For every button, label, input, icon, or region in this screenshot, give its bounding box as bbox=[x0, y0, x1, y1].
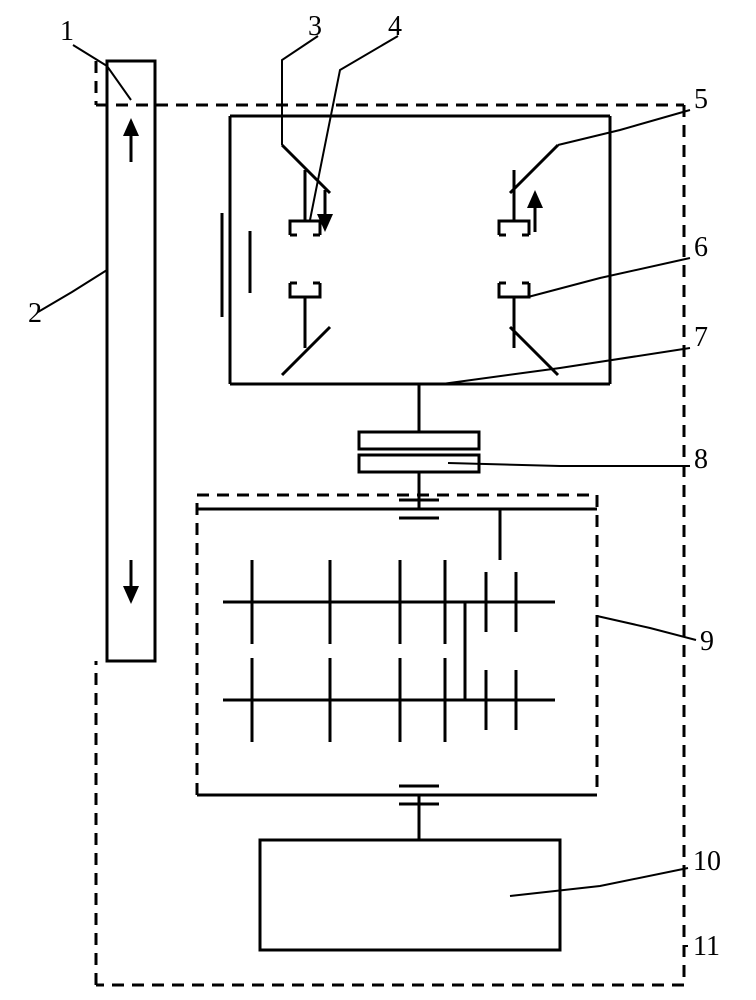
disc-upper bbox=[359, 432, 479, 449]
leader-c4 bbox=[310, 36, 398, 220]
label-c8: 8 bbox=[694, 444, 708, 475]
label-c10: 10 bbox=[693, 846, 721, 877]
leader-c2 bbox=[38, 270, 107, 312]
label-c6: 6 bbox=[694, 232, 708, 263]
leader-c10 bbox=[510, 868, 688, 896]
label-c5: 5 bbox=[694, 84, 708, 115]
bevel-tr bbox=[510, 145, 558, 193]
leader-c7 bbox=[442, 348, 690, 384]
label-c3: 3 bbox=[308, 11, 322, 42]
inner-dashed bbox=[197, 495, 597, 795]
leader-c3 bbox=[282, 36, 318, 145]
label-c2: 2 bbox=[28, 298, 42, 329]
label-c11: 11 bbox=[693, 931, 720, 962]
label-c9: 9 bbox=[700, 626, 714, 657]
label-c7: 7 bbox=[694, 322, 708, 353]
bevel-br bbox=[510, 327, 558, 375]
label-c1: 1 bbox=[60, 16, 74, 47]
leader-c1 bbox=[73, 45, 131, 100]
leader-c8 bbox=[448, 463, 690, 466]
leader-c9 bbox=[597, 616, 696, 640]
label-c4: 4 bbox=[388, 11, 402, 42]
